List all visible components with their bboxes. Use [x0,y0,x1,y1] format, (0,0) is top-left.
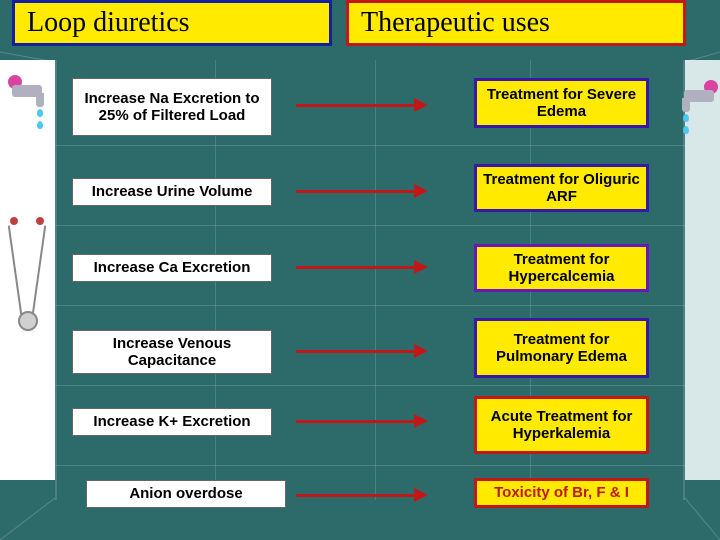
header-left: Loop diuretics [12,0,332,46]
arrow-icon [296,414,428,428]
grid-line [55,60,57,500]
therapy-text: Toxicity of Br, F & I [494,484,629,501]
therapy-box: Toxicity of Br, F & I [474,478,649,508]
arrow-icon [296,488,428,502]
faucet-icon [674,80,720,120]
arrow-icon [296,98,428,112]
mechanism-box: Increase Na Excretion to 25% of Filtered… [72,78,272,136]
grid-line [55,385,685,386]
therapy-box: Acute Treatment for Hyperkalemia [474,396,649,454]
mechanism-text: Increase K+ Excretion [93,413,250,430]
arrow-icon [296,344,428,358]
mechanism-text: Increase Ca Excretion [94,259,251,276]
mechanism-box: Increase Ca Excretion [72,254,272,282]
header-left-text: Loop diuretics [27,7,190,39]
therapy-box: Treatment for Severe Edema [474,78,649,128]
mechanism-text: Increase Venous Capacitance [79,335,265,370]
grid-line [55,225,685,226]
arrow-icon [296,184,428,198]
grid-line [55,305,685,306]
therapy-text: Treatment for Severe Edema [483,86,640,121]
arrow-icon [296,260,428,274]
mechanism-text: Increase Na Excretion to 25% of Filtered… [79,90,265,125]
therapy-text: Treatment for Hypercalcemia [483,251,640,286]
grid-line [55,465,685,466]
grid-line [55,145,685,146]
grid-line [375,60,376,500]
therapy-text: Acute Treatment for Hyperkalemia [483,408,640,443]
therapy-text: Treatment for Pulmonary Edema [483,331,640,366]
header-right-text: Therapeutic uses [361,7,550,39]
mechanism-box: Increase Urine Volume [72,178,272,206]
therapy-box: Treatment for Hypercalcemia [474,244,649,292]
mechanism-box: Increase Venous Capacitance [72,330,272,374]
therapy-text: Treatment for Oliguric ARF [483,171,640,206]
therapy-box: Treatment for Pulmonary Edema [474,318,649,378]
therapy-box: Treatment for Oliguric ARF [474,164,649,212]
header-right: Therapeutic uses [346,0,686,46]
mechanism-text: Increase Urine Volume [92,183,253,200]
mechanism-box: Increase K+ Excretion [72,408,272,436]
right-room-panel [685,60,720,480]
stethoscope-icon [6,215,50,335]
faucet-icon [4,75,52,115]
mechanism-text: Anion overdose [129,485,242,502]
mechanism-box: Anion overdose [86,480,286,508]
